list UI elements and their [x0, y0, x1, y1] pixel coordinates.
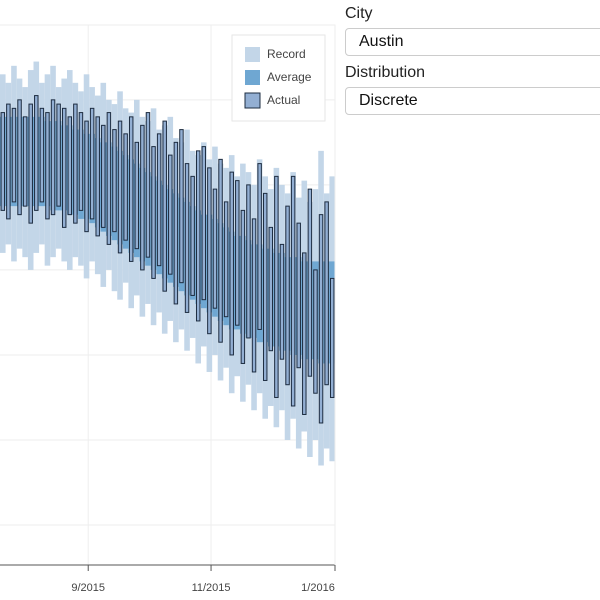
x-tick-label: 11/2015 [192, 582, 231, 594]
range-bar [257, 163, 262, 330]
range-bar [145, 112, 151, 258]
range-bar [117, 120, 123, 254]
range-bar [212, 188, 218, 309]
range-bar [151, 146, 156, 279]
range-bar [39, 107, 45, 203]
legend-label: Average [267, 70, 312, 84]
range-bar [156, 133, 162, 267]
range-bar [207, 167, 212, 335]
range-bar [128, 116, 134, 262]
range-bar [262, 192, 268, 381]
range-bar [134, 141, 140, 250]
range-bar [95, 116, 100, 237]
legend-swatch [244, 92, 261, 109]
chart: 9/2015 11/2015 1/2016 Record Average Actual [0, 24, 336, 594]
range-bar [324, 201, 329, 386]
range-bar [78, 112, 84, 211]
range-bar [168, 154, 173, 275]
x-tick-label: 9/2015 [71, 582, 105, 594]
range-bar [235, 180, 240, 326]
city-label: City [345, 5, 373, 22]
range-bar [67, 116, 73, 216]
legend-swatch [245, 70, 260, 85]
range-bar [101, 124, 106, 228]
x-tick-label: 1/2016 [301, 582, 335, 594]
range-bar [11, 107, 17, 203]
range-bar [84, 120, 89, 233]
range-bar [17, 99, 22, 216]
range-bar [89, 107, 95, 220]
range-bar [251, 218, 257, 373]
range-bar [0, 112, 6, 211]
range-bar [285, 205, 290, 386]
range-bar [73, 103, 78, 224]
range-bar [290, 175, 296, 407]
range-bar [22, 116, 28, 207]
range-bar [313, 269, 318, 394]
distribution-label: Distribution [345, 64, 426, 81]
range-bar [190, 175, 195, 296]
range-bar [173, 141, 179, 305]
range-bar [274, 175, 279, 398]
range-bar [229, 171, 234, 356]
range-bar [240, 209, 246, 364]
range-bar [50, 99, 56, 216]
range-bar [112, 129, 117, 233]
range-bar [61, 107, 67, 228]
range-bar [201, 146, 207, 301]
city-select[interactable]: Austin [345, 28, 600, 56]
range-bar [302, 252, 307, 415]
distribution-select[interactable]: Discrete [345, 87, 600, 115]
range-bar [296, 222, 301, 369]
range-bar [6, 103, 11, 220]
range-bar [195, 150, 201, 322]
range-bar [56, 103, 61, 207]
range-bar [179, 129, 184, 284]
range-bar [318, 214, 324, 424]
range-bar [223, 201, 229, 318]
range-bar [268, 226, 274, 352]
legend-label: Record [267, 47, 306, 61]
range-bar [329, 277, 335, 398]
range-bar [45, 112, 50, 220]
range-bar [34, 95, 39, 211]
range-bar [140, 124, 145, 271]
range-bar [218, 158, 223, 343]
range-bar [162, 120, 167, 292]
range-bar [28, 103, 33, 224]
range-bar [106, 112, 112, 245]
legend-swatch [245, 47, 260, 62]
legend-label: Actual [267, 93, 300, 107]
range-bar [307, 188, 313, 377]
range-bar [246, 184, 251, 339]
range-bar [123, 133, 128, 241]
range-bar [184, 163, 190, 313]
range-bar [279, 243, 285, 360]
